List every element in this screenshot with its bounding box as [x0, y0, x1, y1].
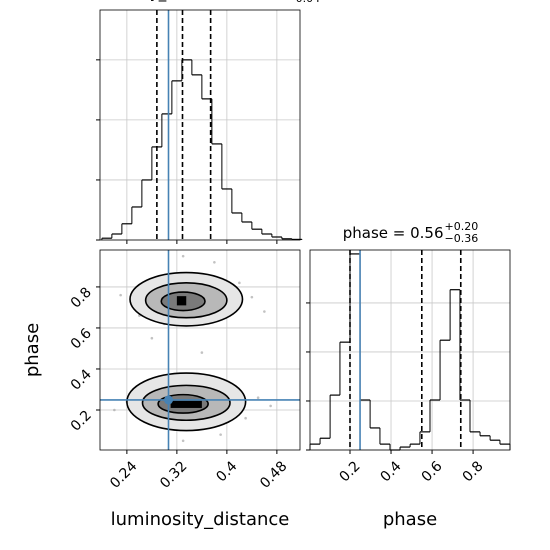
x-axis-label: luminosity_distance — [111, 509, 290, 530]
axes-frame — [99, 249, 301, 451]
x-tick-label: 0.2 — [337, 458, 364, 485]
sample-point — [269, 404, 272, 408]
y-axis-label: phase — [22, 323, 43, 377]
x-tick-label: 0.32 — [157, 458, 190, 491]
x-tick-label: 0.4 — [213, 458, 240, 485]
x-axis-label: phase — [383, 509, 437, 530]
sample-point — [238, 281, 241, 285]
sample-point — [113, 408, 116, 412]
sample-point — [150, 336, 154, 340]
sample-point — [219, 433, 222, 436]
x-tick-label: 0.6 — [419, 458, 446, 485]
axes-frame — [99, 9, 301, 241]
y-tick-label: 0.4 — [68, 366, 95, 393]
sample-point — [181, 439, 185, 443]
x-tick-label: 0.4 — [378, 458, 405, 485]
y-tick-label: 0.8 — [68, 284, 95, 311]
panel-title: luminosity_distance = 0.33 — [81, 0, 285, 3]
x-tick-label: 0.8 — [460, 458, 487, 485]
sample-point — [244, 416, 247, 420]
x-tick-label: 0.24 — [107, 458, 140, 491]
title-sup: +0.20 — [445, 220, 479, 233]
density-peak — [170, 400, 202, 408]
panel-title: phase = 0.56 — [343, 224, 444, 242]
y-tick-label: 0.6 — [68, 325, 95, 352]
sample-point — [200, 351, 204, 354]
x-tick-label: 0.48 — [257, 458, 290, 491]
sample-point — [213, 261, 216, 264]
density-peak — [176, 296, 187, 306]
sample-point — [119, 293, 122, 297]
title-sub: −0.04 — [286, 0, 320, 5]
sample-point — [181, 254, 185, 258]
y-tick-label: 0.2 — [68, 408, 95, 435]
axes-frame — [309, 249, 511, 451]
title-sub: −0.36 — [445, 232, 479, 245]
sample-point — [256, 396, 260, 399]
sample-point — [250, 295, 254, 299]
truth-point — [164, 395, 173, 405]
sample-point — [263, 310, 266, 313]
